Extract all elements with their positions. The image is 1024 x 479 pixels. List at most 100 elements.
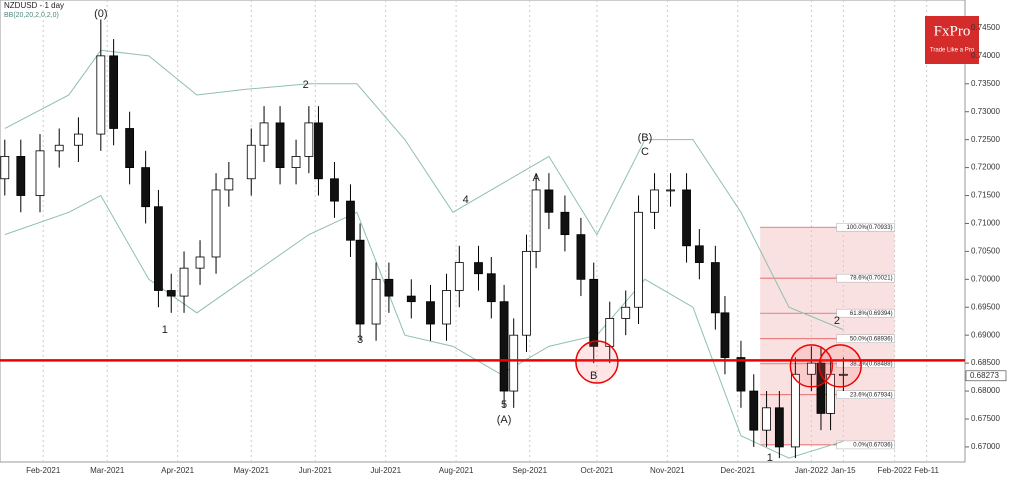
candle-body xyxy=(314,122,323,180)
candle-body xyxy=(774,407,784,448)
bollinger-lower xyxy=(4,194,844,459)
logo-tagline: Trade Like a Pro xyxy=(930,48,975,54)
candle-body xyxy=(246,144,256,180)
x-tick-label: Jun-2021 xyxy=(299,466,333,475)
candle-body xyxy=(304,122,314,157)
candle-body xyxy=(694,245,704,263)
candle-body xyxy=(838,373,848,376)
candle-body xyxy=(531,189,541,252)
candle-body xyxy=(560,211,570,236)
candle-body xyxy=(406,295,416,303)
fib-label-box xyxy=(836,222,895,232)
x-tick-label: Feb-11 xyxy=(914,466,939,475)
candle-body xyxy=(166,290,176,297)
candle-body xyxy=(806,362,816,375)
candle-body xyxy=(710,262,720,314)
candle-body xyxy=(474,262,483,275)
fib-label: 38.2%(0.68488) xyxy=(850,361,893,367)
candle-body xyxy=(605,318,615,347)
x-tick-label: Feb-2021 xyxy=(26,466,61,475)
candle-body xyxy=(96,55,106,135)
wave-label: C xyxy=(641,146,649,158)
candle-body xyxy=(816,362,826,414)
fib-label-box xyxy=(836,334,895,344)
y-tick-label: 0.71000 xyxy=(971,219,1000,228)
last-price-box xyxy=(965,370,1007,382)
candle-body xyxy=(211,189,221,258)
candle-body xyxy=(544,189,554,213)
candle-body xyxy=(720,312,730,358)
wave-label: 2 xyxy=(834,315,840,327)
logo-box xyxy=(925,16,979,64)
candle-body xyxy=(275,122,285,168)
x-tick-label: Mar-2021 xyxy=(90,466,125,475)
candle-body xyxy=(355,239,365,325)
candle-body xyxy=(74,133,83,146)
candle-body xyxy=(179,267,189,297)
x-tick-label: Apr-2021 xyxy=(161,466,194,475)
x-tick-label: Aug-2021 xyxy=(439,466,474,475)
wave-label: (A) xyxy=(497,414,512,426)
y-tick-label: 0.74000 xyxy=(971,51,1000,60)
y-tick-label: 0.69500 xyxy=(971,302,1000,311)
x-tick-label: Oct-2021 xyxy=(580,466,613,475)
fib-label: 23.6%(0.67934) xyxy=(850,392,893,398)
candle-body xyxy=(54,144,64,152)
y-tick-label: 0.72500 xyxy=(971,135,1000,144)
candle-body xyxy=(259,122,269,146)
candle-body xyxy=(371,278,381,325)
candle-body xyxy=(109,55,119,129)
wave-label: (B) xyxy=(638,132,653,144)
y-tick-label: 0.67500 xyxy=(971,414,1000,423)
fib-label-box xyxy=(836,273,895,283)
y-tick-label: 0.67000 xyxy=(971,442,1000,451)
fib-label: 0.0%(0.67036) xyxy=(853,442,892,448)
candle-body xyxy=(442,290,451,325)
y-tick-label: 0.72000 xyxy=(971,163,1000,172)
fib-label: 61.8%(0.69394) xyxy=(850,311,893,317)
candle-body xyxy=(154,206,163,291)
candle-body xyxy=(426,301,435,325)
y-tick-label: 0.74500 xyxy=(971,23,1000,32)
wave-label: B xyxy=(590,370,597,382)
candle-body xyxy=(384,278,394,297)
candle-body xyxy=(736,357,746,392)
x-tick-label: Jan-2022 xyxy=(795,466,829,475)
candle-body xyxy=(125,128,135,168)
fib-label-box xyxy=(836,308,895,318)
highlight-circle xyxy=(818,344,862,388)
y-tick-label: 0.70000 xyxy=(971,274,1000,283)
wave-label: 1 xyxy=(162,324,168,336)
candle-body xyxy=(291,156,301,168)
candle-body xyxy=(509,334,519,392)
last-price-label: 0.68273 xyxy=(970,371,999,380)
y-tick-label: 0.73500 xyxy=(971,79,1000,88)
candle-body xyxy=(682,189,691,247)
y-tick-label: 0.70500 xyxy=(971,246,1000,255)
candle-body xyxy=(650,189,659,213)
fib-label: 78.6%(0.70021) xyxy=(850,276,893,282)
candle-body xyxy=(666,189,675,192)
y-tick-label: 0.68500 xyxy=(971,358,1000,367)
wave-label: (0) xyxy=(94,8,107,20)
x-tick-label: Sep-2021 xyxy=(512,466,547,475)
candle-body xyxy=(499,301,509,392)
candle-body xyxy=(16,156,26,196)
candle-body xyxy=(224,178,234,191)
candle-body xyxy=(522,250,531,336)
y-tick-label: 0.73000 xyxy=(971,107,1000,116)
candle-body xyxy=(346,200,355,241)
candle-body xyxy=(749,390,759,431)
candle-body xyxy=(454,262,464,291)
wave-label: 4 xyxy=(463,194,469,206)
wave-label: A xyxy=(532,172,540,184)
chart-title: NZDUSD - 1 day xyxy=(4,1,64,10)
candle-body xyxy=(634,211,643,308)
candle-body xyxy=(330,178,339,202)
wave-label: 1 xyxy=(767,452,773,464)
x-tick-label: Jul-2021 xyxy=(370,466,401,475)
wave-label: 5 xyxy=(501,399,507,411)
logo-name: FxPro xyxy=(934,23,971,39)
